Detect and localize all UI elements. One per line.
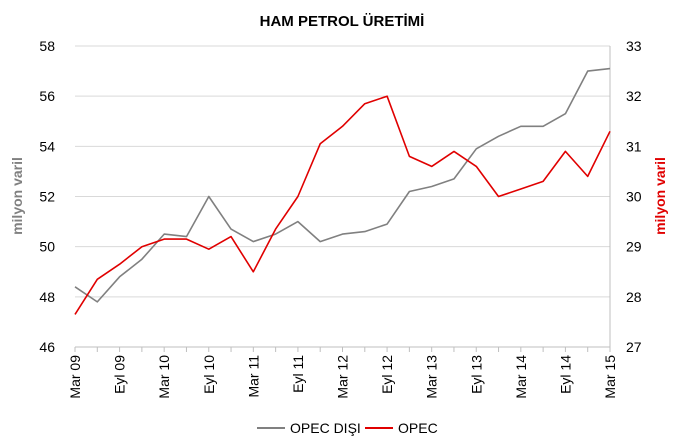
y-tick-label-right: 31	[626, 138, 642, 154]
legend: OPEC DIŞI OPEC	[257, 420, 438, 436]
x-tick-label: Eyl 14	[557, 355, 573, 394]
y-axis-title-left: milyon varil	[9, 157, 25, 235]
opec-line	[74, 95, 611, 315]
y-tick-label-left: 54	[39, 138, 55, 154]
y-tick-label-right: 28	[626, 289, 642, 305]
y-tick-label-left: 46	[39, 339, 55, 355]
series-lines	[74, 67, 611, 315]
x-tick-label: Mar 15	[602, 355, 618, 399]
x-tick-label: Eyl 11	[290, 355, 306, 393]
gridlines	[75, 45, 610, 298]
legend-opec-label: OPEC	[398, 420, 438, 436]
y-tick-label-right: 27	[626, 339, 642, 355]
y-ticks-right: 27 28 29 30 31 32 33	[626, 38, 642, 355]
y-tick-label-right: 33	[626, 38, 642, 54]
x-tick-label: Mar 12	[335, 355, 351, 399]
x-tick-label: Mar 13	[424, 355, 440, 399]
x-tick-label: Eyl 13	[468, 355, 484, 394]
x-tick-label: Mar 09	[67, 355, 83, 399]
x-tick-label: Eyl 10	[201, 355, 217, 394]
y-tick-label-right: 29	[626, 239, 642, 255]
y-ticks-left: 46 48 50 52 54 56 58	[39, 38, 55, 355]
x-ticks: Mar 09 Eyl 09 Mar 10 Eyl 10 Mar 11 Eyl 11 Mar …	[67, 347, 618, 399]
y-tick-label-left: 50	[39, 239, 55, 255]
y-tick-label-left: 52	[39, 189, 55, 205]
opec-disi-line	[74, 67, 611, 303]
y-tick-label-left: 48	[39, 289, 55, 305]
y-axis-title-right: milyon varil	[652, 157, 668, 235]
legend-opec-disi-label: OPEC DIŞI	[290, 420, 361, 436]
y-tick-label-left: 56	[39, 88, 55, 104]
x-tick-label: Eyl 09	[112, 355, 128, 394]
x-tick-label: Mar 10	[156, 355, 172, 399]
chart-title: HAM PETROL ÜRETİMİ	[260, 13, 425, 30]
y-tick-label-left: 58	[39, 38, 55, 54]
x-tick-label: Mar 14	[513, 355, 529, 399]
x-tick-label: Eyl 12	[379, 355, 395, 394]
y-tick-label-right: 30	[626, 189, 642, 205]
x-tick-label: Mar 11	[245, 355, 261, 398]
y-tick-label-right: 32	[626, 88, 642, 104]
